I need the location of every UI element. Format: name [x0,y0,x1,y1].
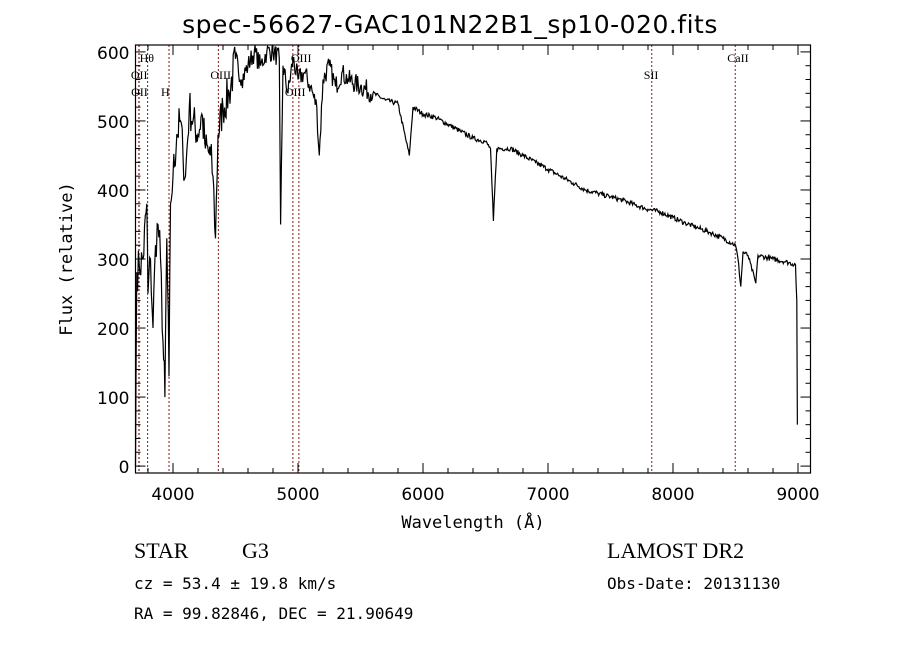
y-tick-label: 100 [97,389,129,409]
marker-label: H [161,85,170,99]
marker-label: OIII [291,51,312,65]
ra-dec-text: RA = 99.82846, DEC = 21.90649 [134,604,414,623]
marker-label: OIII [285,85,306,99]
spectrum-line [134,44,798,467]
x-axis-label: Wavelength (Å) [401,511,544,533]
object-class: STAR [134,538,189,563]
marker-label: OII [131,85,148,99]
y-tick-label: 600 [97,44,129,64]
redshift-text: cz = 53.4 ± 19.8 km/s [134,574,337,593]
plot-frame [134,44,812,474]
obs-date-text: Obs-Date: 20131130 [607,574,781,593]
y-tick-label: 300 [97,251,129,271]
x-tick-label: 6000 [401,485,444,505]
x-tick-label: 8000 [651,485,694,505]
y-tick-label: 200 [97,320,129,340]
marker-label: SII [644,68,659,82]
y-tick-label: 400 [97,182,129,202]
chart-title: spec-56627-GAC101N22B1_sp10-020.fits [182,10,718,39]
x-tick-label: 5000 [276,485,319,505]
y-tick-label: 500 [97,113,129,133]
marker-label: Hθ [140,51,155,65]
marker-label: OIII [210,68,231,82]
y-tick-label: 0 [119,458,130,478]
x-tick-label: 7000 [526,485,569,505]
y-axis-label: Flux (relative) [57,182,77,336]
x-tick-label: 9000 [776,485,819,505]
survey-name: LAMOST DR2 [607,538,745,563]
object-subclass: G3 [242,538,269,563]
marker-label: CaII [727,51,748,65]
marker-label: OII [131,68,148,82]
x-tick-label: 4000 [151,485,194,505]
